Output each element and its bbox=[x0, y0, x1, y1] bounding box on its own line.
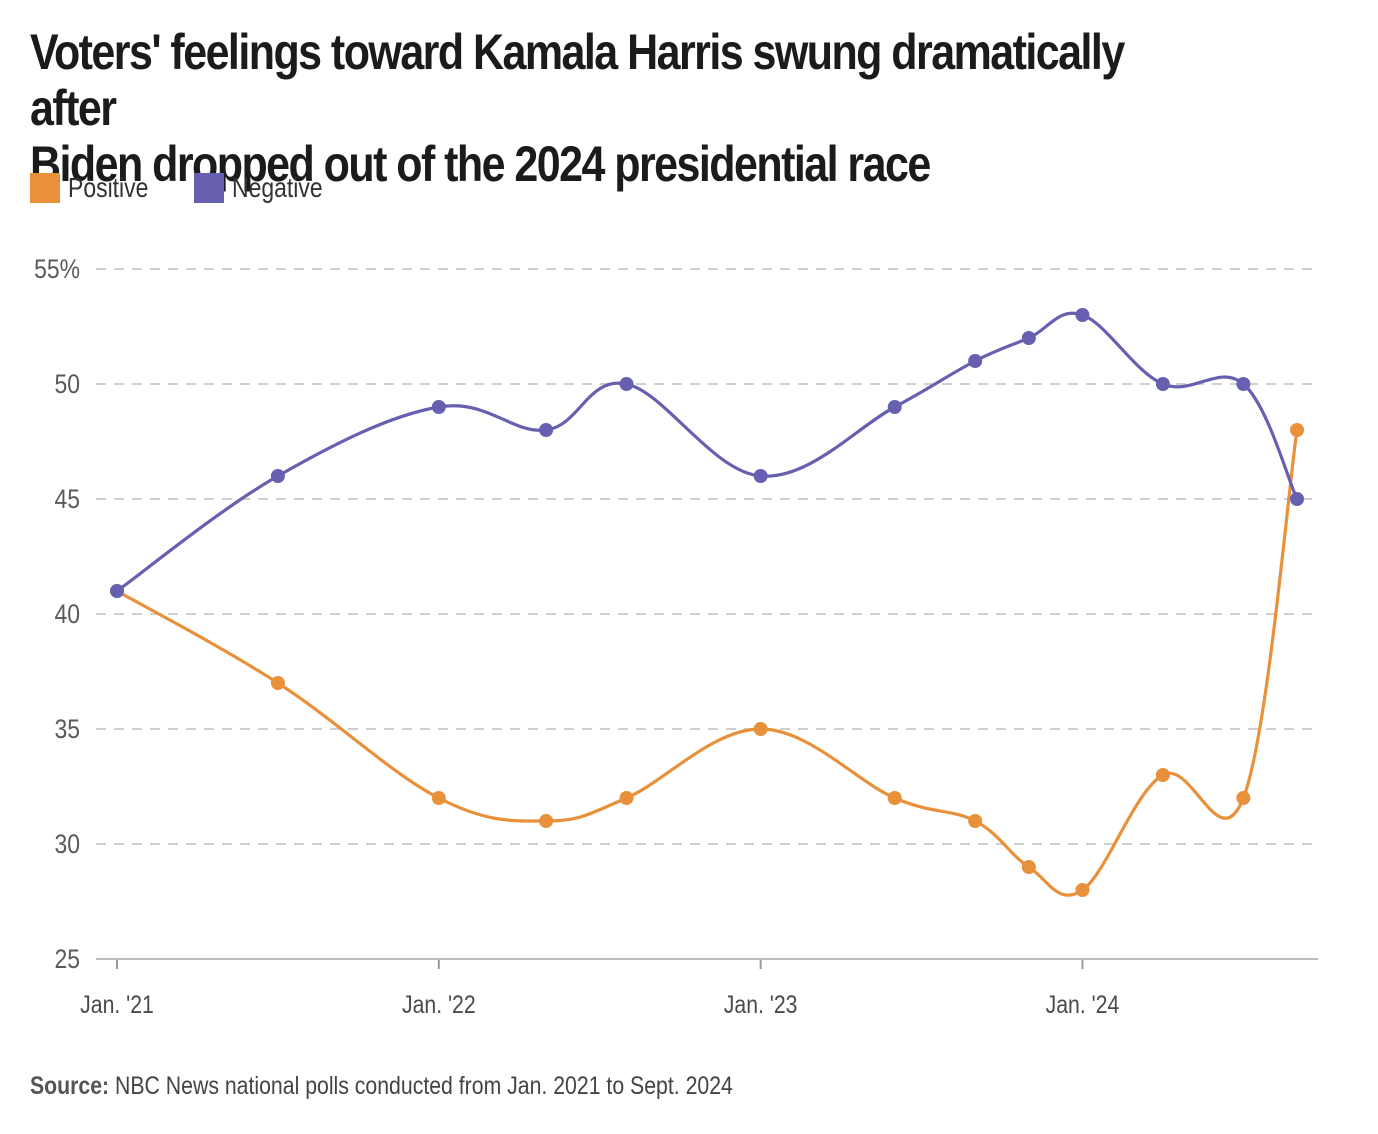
data-point-negative bbox=[753, 469, 768, 483]
y-tick-label: 40 bbox=[54, 599, 80, 629]
x-tick-label: Jan. '24 bbox=[1046, 990, 1120, 1018]
data-point-positive bbox=[753, 722, 768, 736]
y-tick-label: 45 bbox=[54, 484, 80, 514]
x-tick-label: Jan. '23 bbox=[724, 990, 798, 1018]
chart-title-line-1: Voters' feelings toward Kamala Harris sw… bbox=[30, 24, 1125, 136]
data-point-negative bbox=[1290, 492, 1304, 506]
legend-item-negative: Negative bbox=[194, 172, 343, 204]
data-point-negative bbox=[270, 469, 285, 483]
legend-swatch-positive bbox=[30, 173, 60, 203]
data-point-positive bbox=[1021, 860, 1036, 874]
data-point-negative bbox=[1155, 377, 1170, 391]
data-point-positive bbox=[431, 791, 446, 805]
source-note: Source: NBC News national polls conducte… bbox=[30, 1072, 733, 1101]
legend-item-positive: Positive bbox=[30, 172, 166, 204]
data-point-negative bbox=[1236, 377, 1251, 391]
data-point-positive bbox=[1155, 768, 1170, 782]
data-point-positive bbox=[1236, 791, 1251, 805]
data-point-negative bbox=[887, 400, 902, 414]
data-point-positive bbox=[619, 791, 634, 805]
data-point-negative bbox=[110, 584, 124, 598]
data-point-positive bbox=[887, 791, 902, 805]
y-tick-label: 35 bbox=[54, 714, 80, 744]
y-tick-label: 50 bbox=[54, 369, 80, 399]
chart-title: Voters' feelings toward Kamala Harris sw… bbox=[30, 24, 1165, 192]
legend: Positive Negative bbox=[30, 172, 371, 204]
y-tick-label: 30 bbox=[54, 829, 80, 859]
y-tick-label: 25 bbox=[54, 944, 80, 974]
data-point-negative bbox=[968, 354, 983, 368]
source-text: NBC News national polls conducted from J… bbox=[115, 1072, 733, 1100]
legend-label-positive: Positive bbox=[68, 172, 149, 203]
y-tick-label: 55% bbox=[34, 254, 80, 284]
data-point-negative bbox=[1021, 331, 1036, 345]
source-label: Source: bbox=[30, 1072, 110, 1100]
data-point-positive bbox=[539, 814, 554, 828]
data-point-negative bbox=[539, 423, 554, 437]
legend-swatch-negative bbox=[194, 173, 225, 203]
data-point-positive bbox=[270, 676, 285, 690]
legend-label-negative: Negative bbox=[232, 172, 323, 203]
x-tick-label: Jan. '22 bbox=[402, 990, 476, 1018]
chart-title-line-2: Biden dropped out of the 2024 presidenti… bbox=[30, 136, 931, 192]
data-point-positive bbox=[968, 814, 983, 828]
data-point-negative bbox=[431, 400, 446, 414]
data-point-negative bbox=[1075, 308, 1090, 322]
x-tick-label: Jan. '21 bbox=[80, 990, 154, 1018]
data-point-positive bbox=[1075, 883, 1090, 897]
data-point-positive bbox=[1290, 423, 1304, 437]
series-line-negative bbox=[115, 311, 1299, 593]
data-point-negative bbox=[619, 377, 634, 391]
